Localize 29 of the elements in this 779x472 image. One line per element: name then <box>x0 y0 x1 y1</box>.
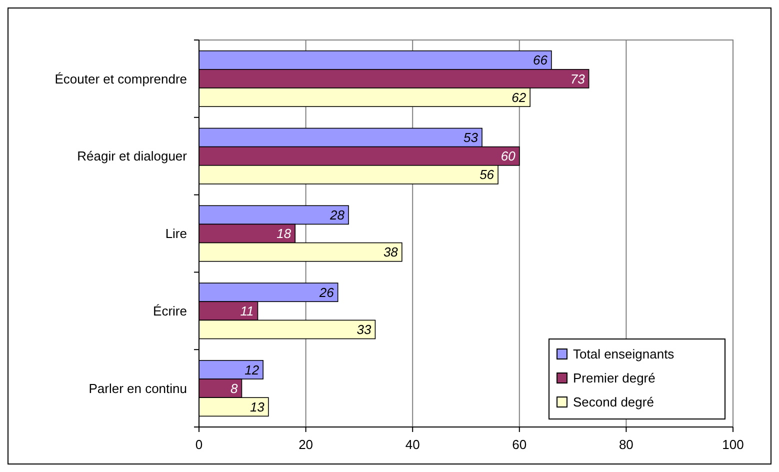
x-tick-label: 40 <box>405 437 420 452</box>
y-tick-label: Parler en continu <box>88 380 187 396</box>
data-label: 62 <box>512 90 527 105</box>
data-label: 38 <box>383 244 399 260</box>
y-tick-label: Lire <box>165 226 187 242</box>
x-tick-label: 60 <box>512 437 527 452</box>
x-tick-label: 20 <box>298 437 314 452</box>
y-tick-label: Réagir et dialoguer <box>77 148 188 164</box>
y-tick-label: Écouter et comprendre <box>54 71 187 86</box>
data-label: 60 <box>500 148 516 164</box>
data-label: 73 <box>570 71 586 86</box>
data-label: 53 <box>464 130 479 146</box>
data-label: 11 <box>240 303 254 318</box>
data-label: 8 <box>230 380 238 396</box>
data-label: 66 <box>532 52 548 68</box>
data-label: 28 <box>329 207 346 222</box>
legend-label: Premier degré <box>573 370 656 386</box>
data-label: 56 <box>480 167 495 182</box>
y-tick-label: Écrire <box>153 303 187 318</box>
legend-label: Second degré <box>573 394 654 410</box>
data-label: 13 <box>250 399 266 414</box>
x-tick-label: 80 <box>618 437 634 452</box>
x-tick-label: 0 <box>195 437 203 452</box>
data-label: 12 <box>244 362 260 378</box>
x-tick-label: 100 <box>722 437 744 452</box>
legend-label: Total enseignants <box>573 346 675 362</box>
data-label: 33 <box>356 322 372 338</box>
data-label: 18 <box>276 226 292 242</box>
data-label: 26 <box>318 284 335 300</box>
